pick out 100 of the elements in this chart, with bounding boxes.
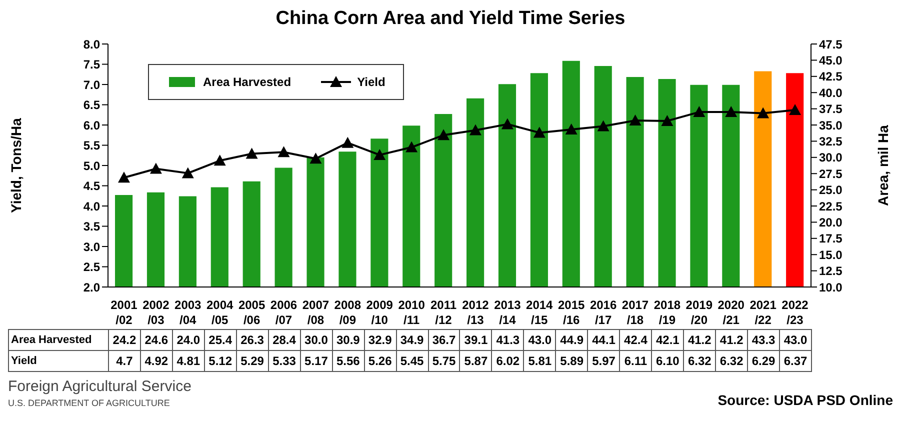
data-label: 5.17 [300,350,332,372]
data-label: 5.75 [428,350,460,372]
data-label: 43.3 [748,330,780,350]
y-tick-label: 7.0 [83,78,100,92]
point [374,148,386,160]
point [501,118,514,130]
data-label: 5.81 [524,350,556,372]
y-tick-label: 3.0 [83,240,100,254]
y2-tick-label: 45.0 [819,53,843,68]
data-label: 5.26 [364,350,396,372]
point [118,172,130,183]
y-tick-label: 3.5 [83,220,100,234]
data-label: 6.32 [716,350,748,372]
y-tick-label: 5.0 [83,158,100,173]
data-label: 4.81 [172,350,204,372]
point [789,104,802,116]
data-label: 32.9 [364,330,396,350]
data-label: 6.29 [748,350,780,372]
x-tick-label: 2019/20 [686,298,713,327]
point [214,154,226,166]
x-tick-label: 2005/06 [238,298,266,327]
y2-tick-label: 12.5 [819,264,843,278]
point [310,152,322,164]
data-label: 34.9 [396,330,428,350]
data-label: 6.10 [652,350,684,372]
y-tick-label: 2.5 [83,260,100,274]
point [533,126,546,138]
y-tick-label: 2.0 [83,280,100,294]
data-label: 39.1 [460,330,492,350]
data-label: 43.0 [524,330,556,350]
y-tick-label: 6.0 [83,118,100,132]
x-tick-label: 2015/16 [558,298,586,327]
x-tick-label: 2014/15 [526,298,554,327]
point [246,148,258,159]
point [438,129,450,140]
data-label: 24.0 [172,330,204,350]
x-tick-label: 2008/09 [334,298,362,327]
data-label: 6.32 [684,350,716,372]
point [469,124,482,136]
x-tick-label: 2012/13 [462,298,490,327]
data-label: 28.4 [268,330,300,350]
y2-tick-label: 47.5 [819,37,843,52]
x-tick-label: 2016/17 [590,298,617,327]
data-label: 5.12 [204,350,236,372]
y2-tick-label: 15.0 [819,248,843,262]
x-tick-label: 2010/11 [398,298,426,327]
data-label: 44.1 [588,330,620,350]
data-label: 4.92 [140,350,172,372]
point [693,106,706,118]
x-tick-label: 2017/18 [622,298,649,327]
y2-tick-label: 22.5 [819,199,843,214]
data-label: 24.2 [108,330,140,350]
point [182,167,194,178]
y2-tick-label: 32.5 [819,134,843,148]
data-label: 5.97 [588,350,620,372]
x-tick-label: 2013/14 [494,298,522,327]
y-tick-label: 6.5 [83,98,100,112]
data-label: 5.45 [396,350,428,372]
x-tick-label: 2018/19 [654,298,681,327]
text: Area Harvested [11,334,92,346]
data-label: 44.9 [556,330,588,350]
x-tick-label: 2011/12 [430,298,457,327]
y-axis-title: Yield, Tons/Ha [8,118,24,213]
y2-tick-label: 10.0 [819,280,843,294]
data-label: 6.02 [492,350,524,372]
data-label: 6.37 [780,350,812,372]
chart-title: China Corn Area and Yield Time Series [274,8,626,31]
y-tick-label: 4.0 [83,199,100,214]
data-label: 5.56 [332,350,364,372]
point [278,146,290,158]
data-label: 5.89 [556,350,588,372]
text: U.S. DEPARTMENT OF AGRICULTURE [8,398,170,408]
point [150,162,162,174]
y2-tick-label: 27.5 [819,166,843,181]
data-label: 41.3 [492,330,524,350]
data-label: 6.11 [620,350,652,372]
y2-tick-label: 40.0 [819,86,843,100]
x-tick-label: 2020/21 [718,298,745,327]
point [597,120,610,132]
data-label: 24.6 [140,330,172,350]
data-label: 5.87 [460,350,492,372]
y2-tick-label: 30.0 [819,150,843,165]
text: Yield [11,355,37,367]
data-label: 42.4 [620,330,652,350]
legend-label: Area Harvested [203,75,292,89]
point [629,114,642,126]
source-note: Source: USDA PSD Online [718,392,893,408]
data-label: 4.7 [108,350,140,372]
data-label: 41.2 [684,330,716,350]
y-tick-label: 7.5 [83,58,100,72]
x-tick-label: 2004/05 [206,298,234,327]
data-label: 5.29 [236,350,268,372]
data-label: 5.33 [268,350,300,372]
point [725,106,738,118]
x-tick-label: 2022/23 [782,298,809,327]
y2-tick-label: 20.0 [819,215,843,230]
point [406,141,418,152]
y-tick-label: 4.5 [83,179,100,194]
x-tick-label: 2003/04 [174,298,202,327]
data-label: 41.2 [716,330,748,350]
